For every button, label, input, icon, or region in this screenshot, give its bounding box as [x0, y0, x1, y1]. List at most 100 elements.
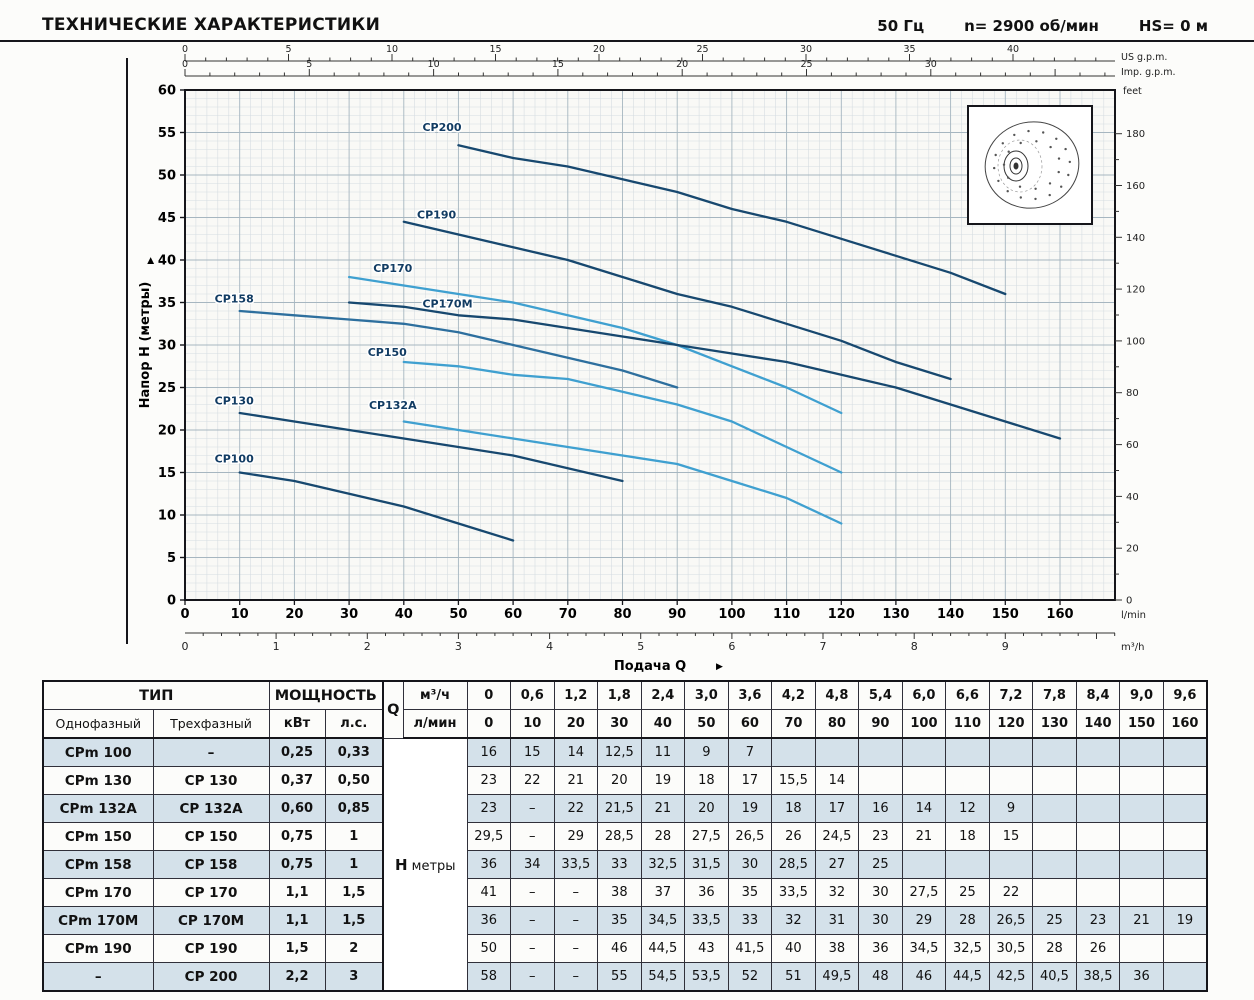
h-value-cell: 31 [814, 906, 860, 935]
h-value-cell: 28 [640, 822, 686, 851]
svg-text:120: 120 [828, 607, 855, 622]
h-value-cell: 21 [901, 822, 947, 851]
table-row: – CP 200 2,2 3 58– –55 54,5 53,5 52 51 49,5 48 46 44,… [42, 962, 1208, 992]
lmin-value: 40 [640, 709, 686, 739]
h-value-cell: 7 [727, 737, 773, 767]
svg-text:15: 15 [489, 44, 501, 55]
svg-text:5: 5 [637, 640, 644, 653]
h-value-cell: – [553, 962, 599, 992]
h-value-cell: 41,5 [727, 934, 773, 963]
h-value-cell: 26,5 [988, 906, 1034, 935]
h-value-cell [1032, 794, 1077, 823]
svg-text:160: 160 [1046, 607, 1073, 622]
kw-cell: 0,75 [268, 822, 326, 851]
lmin-value: 10 [510, 709, 555, 739]
table-row: CPm 150 CP 150 0,75 1 29,5–29 28,5 28 27,5 26,5 2… [42, 822, 1208, 851]
type-three-cell: – [152, 737, 270, 767]
h-value-cell: – [510, 906, 555, 935]
h-value-cell: 17 [727, 766, 773, 795]
lmin-value: 130 [1032, 709, 1077, 739]
h-value-cell: 30 [858, 878, 903, 907]
type-single-cell: CPm 150 [42, 822, 154, 851]
h-value-cell [945, 737, 990, 767]
svg-text:0: 0 [182, 44, 188, 55]
h-value-cell: 17 [814, 794, 860, 823]
curve-label-CP190: CP190 [417, 208, 456, 221]
col-kw-header: кВт [268, 709, 326, 739]
x-axis-us-gpm: 0 5 10 15 20 25 30 35 40 US g.p.m. [182, 44, 1167, 63]
h-metres-label-cell: H метры [382, 737, 468, 992]
hp-cell: 0,50 [324, 766, 385, 795]
hp-cell: 2 [324, 934, 385, 963]
h-value-cell [1119, 822, 1164, 851]
svg-text:100: 100 [1126, 336, 1145, 347]
svg-text:160: 160 [1126, 181, 1145, 192]
curve-CP170 [347, 275, 843, 415]
svg-text:80: 80 [613, 607, 631, 622]
speed-label: n= 2900 об/мин [964, 17, 1099, 35]
col-power-header: МОЩНОСТЬ [268, 680, 385, 710]
svg-text:15: 15 [158, 466, 176, 481]
h-value-cell: 9 [684, 737, 729, 767]
y-axis-title: Напор H (метры) [138, 282, 153, 409]
h-value-cell: 16 [466, 737, 512, 767]
h-value-cell [988, 766, 1034, 795]
unit-m3h: м³/ч [402, 680, 468, 710]
type-single-cell: CPm 130 [42, 766, 154, 795]
h-value-cell: 19 [1162, 906, 1208, 935]
x-axis-imp-gpm: 0 5 10 15 20 25 30 Imp. g.p.m. [182, 59, 1176, 78]
curve-CP170M [347, 301, 1062, 440]
svg-text:25: 25 [800, 59, 812, 70]
m3h-value: 8,4 [1075, 680, 1121, 710]
svg-text:110: 110 [773, 607, 800, 622]
h-value-cell: 43 [684, 934, 729, 963]
h-value-cell: 30,5 [988, 934, 1034, 963]
h-value-cell: 18 [771, 794, 816, 823]
h-value-cell: 23 [858, 822, 903, 851]
h-value-cell: – [553, 878, 599, 907]
h-value-cell: 25 [945, 878, 990, 907]
h-value-cell: 40 [771, 934, 816, 963]
h-value-cell: 18 [684, 766, 729, 795]
m3h-value: 1,8 [597, 680, 642, 710]
h-value-cell: 32,5 [945, 934, 990, 963]
h-value-cell: 14 [814, 766, 860, 795]
h-value-cell: 33,5 [553, 850, 599, 879]
h-value-cell: 26 [771, 822, 816, 851]
svg-text:60: 60 [1126, 440, 1139, 451]
lmin-value: 30 [597, 709, 642, 739]
h-value-cell [1119, 737, 1164, 767]
svg-text:0: 0 [182, 640, 189, 653]
type-three-cell: CP 132A [152, 794, 270, 823]
type-three-cell: CP 190 [152, 934, 270, 963]
type-three-cell: CP 170M [152, 906, 270, 935]
lmin-value: 90 [858, 709, 903, 739]
h-value-cell: 25 [858, 850, 903, 879]
h-value-cell: 34,5 [640, 906, 686, 935]
h-value-cell [1032, 737, 1077, 767]
h-value-cell: 37 [640, 878, 686, 907]
h-value-cell: 20 [684, 794, 729, 823]
lmin-value: 80 [814, 709, 860, 739]
h-value-cell [814, 737, 860, 767]
h-value-cell: – [553, 906, 599, 935]
m3h-value: 7,8 [1032, 680, 1077, 710]
h-value-cell: 30 [727, 850, 773, 879]
h-value-cell: 29 [901, 906, 947, 935]
h-value-cell: 36 [466, 850, 512, 879]
type-three-cell: CP 158 [152, 850, 270, 879]
m3h-value: 3,6 [727, 680, 773, 710]
table-row: CPm 158 CP 158 0,75 1 36 34 33,5 33 32,5 31,5 30 28… [42, 850, 1208, 879]
hp-cell: 1,5 [324, 878, 385, 907]
svg-text:0: 0 [180, 607, 189, 622]
m3h-value: 5,4 [858, 680, 903, 710]
y-axis-arrow-icon: ▶ [146, 257, 156, 264]
col-three-phase-header: Трехфазный [152, 709, 270, 739]
col-hp-header: л.с. [324, 709, 385, 739]
h-value-cell: 25 [1032, 906, 1077, 935]
m3h-value: 3,0 [684, 680, 729, 710]
type-three-cell: CP 200 [152, 962, 270, 992]
h-value-cell [901, 737, 947, 767]
h-value-cell: 30 [858, 906, 903, 935]
